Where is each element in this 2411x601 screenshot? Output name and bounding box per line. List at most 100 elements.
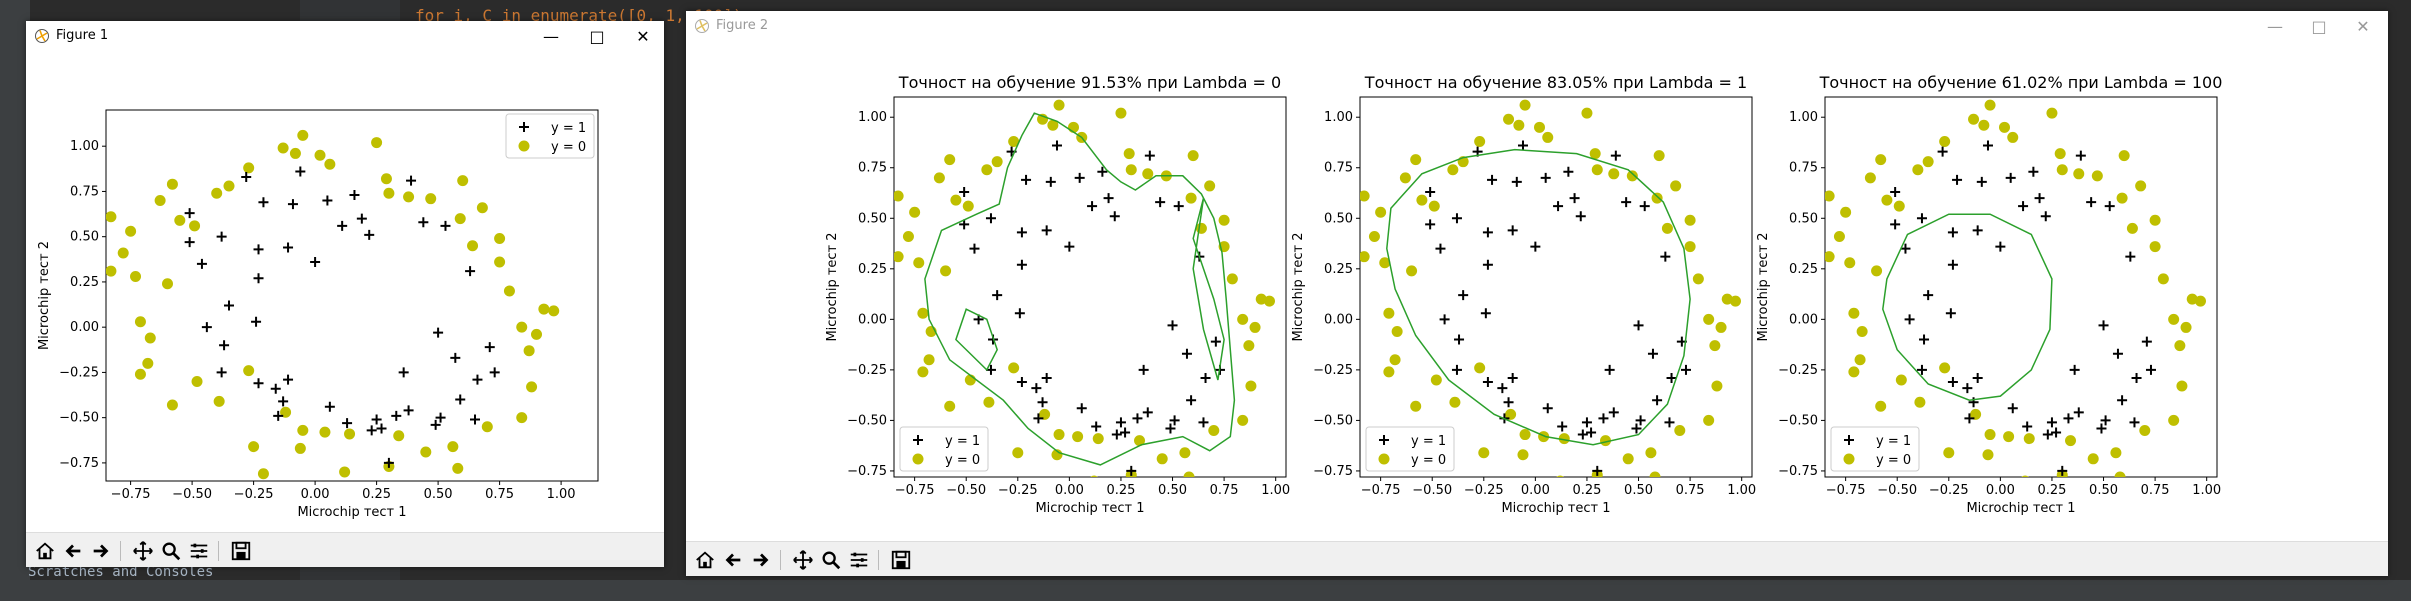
data-point-y1: [1016, 227, 1027, 238]
legend-marker-y0: [1843, 453, 1855, 465]
data-point-y1: [1982, 140, 1993, 151]
data-point-y1: [1904, 314, 1915, 325]
data-point-y0: [1383, 307, 1395, 319]
data-point-y1: [1937, 146, 1948, 157]
ide-scratches-label[interactable]: Scratches and Consoles: [28, 564, 214, 580]
pan-button[interactable]: [130, 538, 156, 564]
data-point-y0: [1406, 265, 1418, 277]
data-point-y1: [2007, 403, 2018, 414]
data-point-y0: [403, 191, 415, 203]
forward-button[interactable]: [748, 547, 774, 573]
figure1-plot[interactable]: −0.75 −0.75 −0.50 −0.50 −0.25 −0.25 0.00 0.00 0.…: [26, 51, 664, 533]
close-button[interactable]: ✕: [2356, 16, 2370, 36]
figure2-plots[interactable]: −0.75 −0.75 −0.50 −0.50 −0.25 −0.25 0.00 0.00 0.…: [686, 41, 2388, 542]
minimize-button[interactable]: —: [543, 26, 559, 46]
data-point-y0: [2194, 295, 2206, 307]
data-point-y1: [2040, 211, 2051, 222]
data-point-y0: [1187, 150, 1199, 162]
data-point-y1: [1972, 372, 1983, 383]
data-point-y1: [1458, 290, 1469, 301]
data-point-y1: [1968, 397, 1979, 408]
data-point-y0: [144, 332, 156, 344]
data-point-y1: [224, 300, 234, 311]
data-point-y1: [418, 217, 429, 228]
data-point-y1: [1631, 423, 1642, 434]
home-button[interactable]: [32, 538, 58, 564]
x-tick-label: −0.75: [111, 487, 151, 502]
data-point-y1: [383, 457, 394, 468]
data-point-y0: [1115, 107, 1127, 119]
data-point-y1: [1666, 372, 1677, 383]
x-tick-label: 0.50: [1624, 483, 1653, 498]
data-point-y1: [1680, 364, 1691, 375]
data-point-y1: [1210, 336, 1221, 347]
save-button[interactable]: [228, 538, 254, 564]
subplots-button[interactable]: [186, 538, 212, 564]
data-point-y0: [1185, 192, 1197, 204]
zoom-button[interactable]: [818, 547, 844, 573]
x-tick-label: −0.75: [895, 483, 935, 498]
data-point-y0: [1237, 414, 1249, 426]
data-point-y0: [1871, 265, 1883, 277]
back-button[interactable]: [720, 547, 746, 573]
forward-button[interactable]: [88, 538, 114, 564]
data-point-y0: [2003, 431, 2015, 443]
data-point-y1: [1660, 251, 1671, 262]
home-button[interactable]: [692, 547, 718, 573]
figure2-titlebar[interactable]: Figure 2 — □ ✕: [686, 11, 2388, 41]
y-tick-label: 0.50: [70, 230, 99, 245]
data-point-y1: [1575, 211, 1586, 222]
figure1-titlebar[interactable]: Figure 1 — □ ✕: [26, 21, 664, 51]
x-axis-label: Microchip тест 1: [297, 505, 406, 520]
data-point-y1: [2098, 320, 2109, 331]
data-point-y0: [1204, 180, 1216, 192]
data-point-y0: [2168, 414, 2180, 426]
data-point-y0: [526, 381, 538, 393]
home-icon: [36, 542, 54, 560]
y-tick-label: 0.00: [858, 312, 887, 327]
subplots-button[interactable]: [846, 547, 872, 573]
data-point-y0: [1914, 396, 1926, 408]
legend-marker-y1: [519, 122, 529, 132]
data-point-y1: [1169, 415, 1180, 426]
data-point-y1: [1021, 174, 1032, 185]
data-point-y0: [1478, 447, 1490, 459]
data-point-y1: [1962, 383, 1973, 394]
data-point-y1: [450, 352, 461, 363]
y-tick-label: −0.75: [59, 456, 99, 471]
zoom-button[interactable]: [158, 538, 184, 564]
save-button[interactable]: [888, 547, 914, 573]
maximize-button[interactable]: □: [589, 26, 605, 46]
data-point-y0: [1661, 222, 1673, 234]
legend: y = 1 y = 0: [505, 113, 595, 159]
maximize-button[interactable]: □: [2311, 16, 2327, 36]
y-tick-label: 0.50: [858, 211, 887, 226]
legend-marker-y0: [518, 140, 530, 152]
data-point-y1: [1964, 413, 1975, 424]
data-point-y1: [1972, 225, 1983, 236]
data-point-y1: [391, 410, 402, 421]
x-tick-label: −0.50: [172, 487, 212, 502]
data-point-y1: [184, 237, 195, 248]
data-point-y0: [297, 129, 309, 141]
minimize-button[interactable]: —: [2267, 16, 2283, 36]
data-point-y0: [1008, 135, 1020, 147]
data-point-y0: [1125, 164, 1137, 176]
data-point-y0: [447, 441, 459, 453]
data-point-y0: [191, 375, 203, 387]
data-point-y1: [1916, 213, 1927, 224]
data-point-y1: [2141, 336, 2152, 347]
data-point-y0: [983, 396, 995, 408]
data-point-y0: [1848, 307, 1860, 319]
data-point-y0: [1474, 135, 1486, 147]
data-point-y0: [2056, 164, 2068, 176]
data-point-y0: [130, 270, 142, 282]
data-point-y0: [117, 247, 129, 259]
data-point-y0: [940, 265, 952, 277]
data-point-y1: [472, 374, 483, 385]
data-point-y1: [465, 266, 476, 277]
back-button[interactable]: [60, 538, 86, 564]
pan-button[interactable]: [790, 547, 816, 573]
data-point-y1: [1581, 417, 1592, 428]
close-button[interactable]: ✕: [636, 26, 650, 46]
